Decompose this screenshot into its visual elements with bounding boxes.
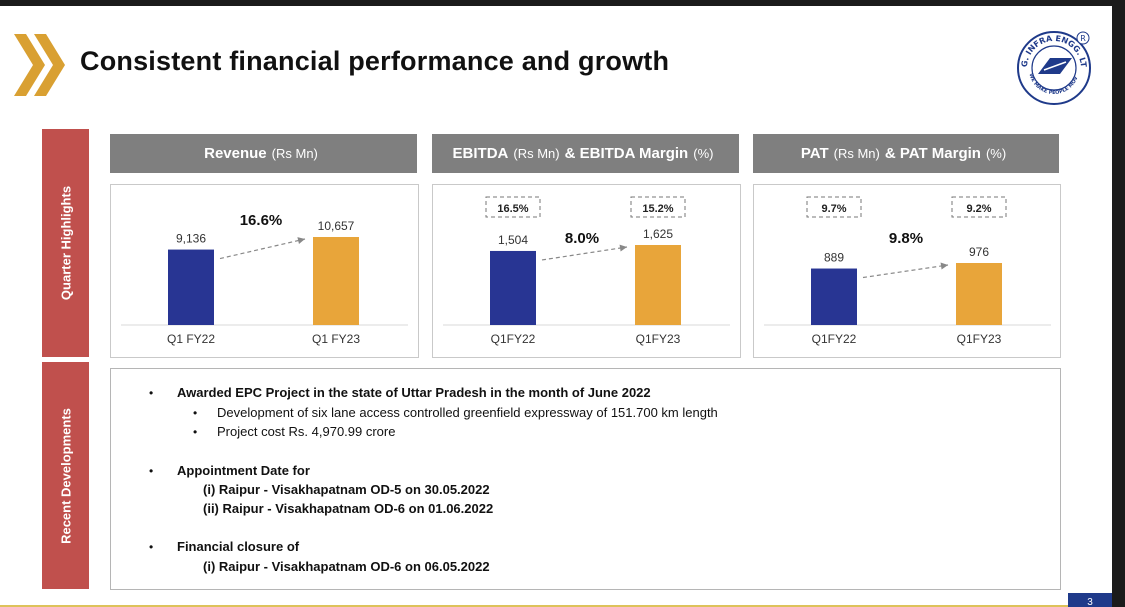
development-item-3: Financial closure of [177, 539, 300, 554]
chevron-icon [14, 34, 65, 96]
recent-developments-box: • Awarded EPC Project in the state of Ut… [110, 368, 1061, 590]
x-tick-label: Q1FY23 [957, 332, 1002, 346]
footer-bar [0, 605, 1068, 607]
revenue-panel-header: Revenue (Rs Mn) [110, 134, 417, 173]
pat-chart-panel: 889 Q1FY22 9.7% 976 Q1FY23 9.2% 9.8% [753, 184, 1061, 358]
growth-label: 9.8% [889, 230, 923, 247]
ebitda-title2: & EBITDA Margin [564, 145, 689, 162]
growth-label: 16.6% [240, 212, 283, 229]
growth-label: 8.0% [565, 230, 599, 247]
margin-box [630, 196, 686, 218]
growth-arrow [541, 246, 628, 261]
margin-label: 16.5% [497, 203, 528, 215]
bar-value-label: 1,504 [498, 233, 528, 247]
recent-developments-text: Recent Developments [58, 407, 73, 544]
page-number: 3 [1068, 593, 1112, 607]
development-item-2-line-1: (i) Raipur - Visakhapatnam OD-5 on 30.05… [203, 482, 490, 497]
bar-value-label: 1,625 [643, 227, 673, 241]
development-item-1: Awarded EPC Project in the state of Utta… [177, 385, 651, 400]
pat-title2: & PAT Margin [884, 145, 981, 162]
development-item-2-line-2: (ii) Raipur - Visakhapatnam OD-6 on 01.0… [203, 501, 494, 516]
ebitda-unit2: (%) [693, 146, 714, 161]
pat-panel-header: PAT (Rs Mn) & PAT Margin (%) [753, 134, 1059, 173]
quarter-highlights-text: Quarter Highlights [58, 185, 73, 301]
development-item-3-line-1: (i) Raipur - Visakhapatnam OD-6 on 06.05… [203, 559, 490, 574]
bar-q1fy23 [635, 245, 681, 325]
bar-value-label: 889 [824, 251, 844, 265]
revenue-chart-panel: 9,136 Q1 FY22 10,657 Q1 FY23 16.6% [110, 184, 419, 358]
x-tick-label: Q1 FY23 [312, 332, 360, 346]
margin-label: 9.2% [966, 203, 991, 215]
bullet: • [149, 464, 154, 478]
ebitda-chart: 1,504 Q1FY22 16.5% 1,625 Q1FY23 15.2% 8.0% [443, 196, 730, 346]
bar-q1fy23 [956, 263, 1002, 325]
margin-label: 15.2% [642, 203, 673, 215]
pat-unit: (Rs Mn) [833, 146, 880, 161]
bar-q1fy22 [811, 268, 857, 325]
revenue-unit: (Rs Mn) [271, 146, 318, 161]
page-title: Consistent financial performance and gro… [80, 46, 670, 76]
growth-arrow [219, 238, 306, 260]
growth-arrow [862, 264, 949, 279]
pat-chart: 889 Q1FY22 9.7% 976 Q1FY23 9.2% 9.8% [764, 196, 1051, 346]
margin-label: 9.7% [821, 203, 846, 215]
bullet: • [149, 386, 154, 400]
growth-arrow-head [619, 244, 627, 252]
x-tick-label: Q1 FY22 [167, 332, 215, 346]
bar-value-label: 10,657 [318, 219, 355, 233]
ebitda-unit: (Rs Mn) [513, 146, 560, 161]
bullet: • [149, 540, 154, 554]
pat-title: PAT [800, 145, 829, 162]
bar-q1-fy22 [168, 249, 214, 325]
margin-box [485, 196, 541, 218]
bar-q1fy22 [490, 250, 536, 325]
bullet: • [193, 406, 198, 420]
development-item-1-sub-1: Development of six lane access controlle… [217, 405, 718, 420]
margin-box [806, 196, 862, 218]
bullet: • [193, 425, 198, 439]
development-item-1-sub-2: Project cost Rs. 4,970.99 crore [217, 424, 396, 439]
growth-arrow-head [297, 237, 305, 244]
ebitda-chart-panel: 1,504 Q1FY22 16.5% 1,625 Q1FY23 15.2% 8.0% [432, 184, 741, 358]
bar-value-label: 976 [969, 245, 989, 259]
x-tick-label: Q1FY23 [636, 332, 681, 346]
pat-unit2: (%) [985, 146, 1007, 161]
recent-developments-label: Recent Developments [42, 362, 89, 589]
company-logo: H.G. INFRA ENGG. LTD. WE MAKE PEOPLE MOV… [1014, 28, 1091, 105]
x-tick-label: Q1FY22 [812, 332, 857, 346]
margin-box [951, 196, 1007, 218]
development-item-2: Appointment Date for [177, 463, 310, 478]
ebitda-title: EBITDA [452, 145, 509, 162]
quarter-highlights-label: Quarter Highlights [42, 129, 89, 357]
slide: Consistent financial performance and gro… [0, 6, 1112, 607]
bar-q1-fy23 [313, 237, 359, 325]
revenue-chart: 9,136 Q1 FY22 10,657 Q1 FY23 16.6% [121, 212, 408, 346]
revenue-title: Revenue [204, 145, 267, 162]
growth-arrow-head [940, 262, 948, 270]
registered-mark: R [1080, 34, 1086, 43]
ebitda-panel-header: EBITDA (Rs Mn) & EBITDA Margin (%) [432, 134, 739, 173]
x-tick-label: Q1FY22 [491, 332, 536, 346]
bar-value-label: 9,136 [176, 232, 206, 246]
